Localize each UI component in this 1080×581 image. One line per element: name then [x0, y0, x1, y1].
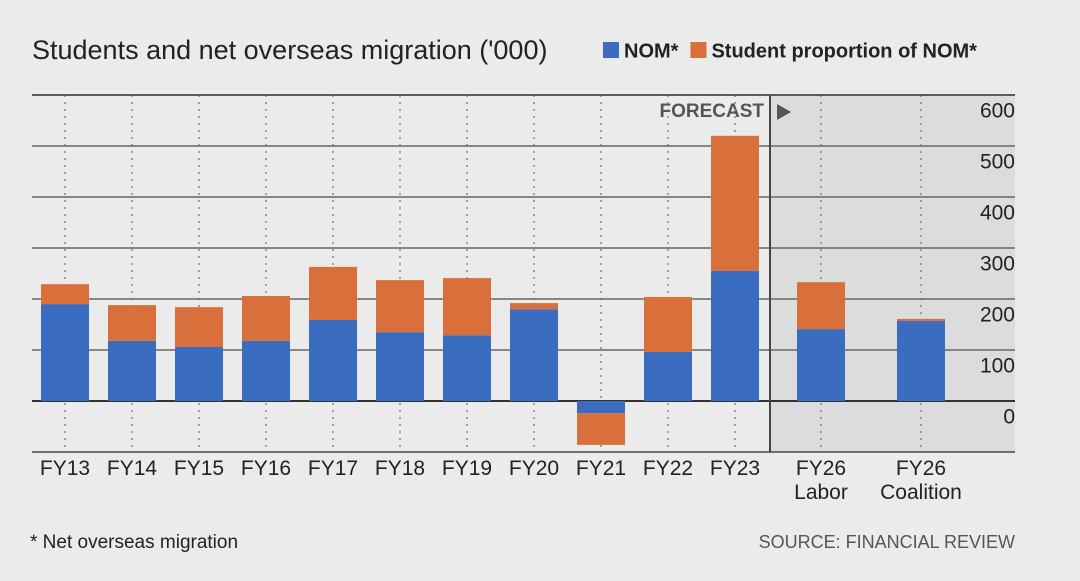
bar-segment [175, 346, 223, 401]
y-tick-label: 500 [980, 151, 1015, 174]
bar-segment [577, 413, 625, 445]
bar-segment [108, 305, 156, 341]
forecast-label: FORECAST [660, 101, 765, 122]
bar-segment [376, 280, 424, 333]
legend-label: NOM* [624, 40, 679, 62]
y-tick-label: 600 [980, 100, 1015, 123]
bar-segment [644, 296, 692, 353]
y-tick-label: 200 [980, 304, 1015, 327]
bar-segment [897, 320, 945, 401]
chart-title: Students and net overseas migration ('00… [32, 35, 547, 65]
x-tick-label: FY21 [575, 457, 627, 480]
y-tick-label: 0 [1003, 406, 1015, 429]
bar-segment [242, 340, 290, 401]
bar-segment [443, 335, 491, 401]
bar-segment [242, 295, 290, 341]
footnote: * Net overseas migration [30, 532, 238, 553]
y-tick-label: 300 [980, 253, 1015, 276]
bar-segment [897, 318, 945, 321]
y-tick-label: 400 [980, 202, 1015, 225]
x-tick-label: FY15 [173, 457, 225, 480]
bar-segment [41, 284, 89, 305]
x-tick-label: FY16 [240, 457, 292, 480]
bar-segment [175, 307, 223, 347]
bar-segment [510, 309, 558, 401]
x-tick-label: FY19 [441, 457, 493, 480]
bar-segment [644, 352, 692, 401]
x-tick-label: FY23 [709, 457, 761, 480]
legend-swatch [690, 42, 707, 58]
legend-label: Student proportion of NOM* [711, 40, 977, 62]
x-tick-label: FY17 [307, 457, 359, 480]
x-tick-label: FY20 [508, 457, 560, 480]
bar-segment [711, 135, 759, 271]
bar-segment [711, 270, 759, 401]
bar-segment [577, 401, 625, 414]
bar-segment [309, 266, 357, 320]
bar-segment [510, 303, 558, 310]
bar-segment [108, 340, 156, 401]
x-tick-label: FY22 [642, 457, 694, 480]
x-tick-label: FY26 Labor [794, 457, 848, 504]
bar-segment [797, 282, 845, 330]
forecast-arrow [777, 104, 791, 120]
legend-swatch [603, 42, 619, 58]
x-tick-label: FY26 Coalition [880, 457, 962, 504]
y-tick-label: 100 [980, 355, 1015, 378]
bar-segment [797, 329, 845, 401]
bar-segment [376, 332, 424, 401]
x-tick-label: FY18 [374, 457, 426, 480]
source: SOURCE: FINANCIAL REVIEW [759, 532, 1015, 552]
bar-segment [41, 304, 89, 401]
bar-segment [309, 319, 357, 401]
x-tick-label: FY13 [39, 457, 91, 480]
bar-segment [443, 278, 491, 336]
x-tick-label: FY14 [106, 457, 158, 480]
